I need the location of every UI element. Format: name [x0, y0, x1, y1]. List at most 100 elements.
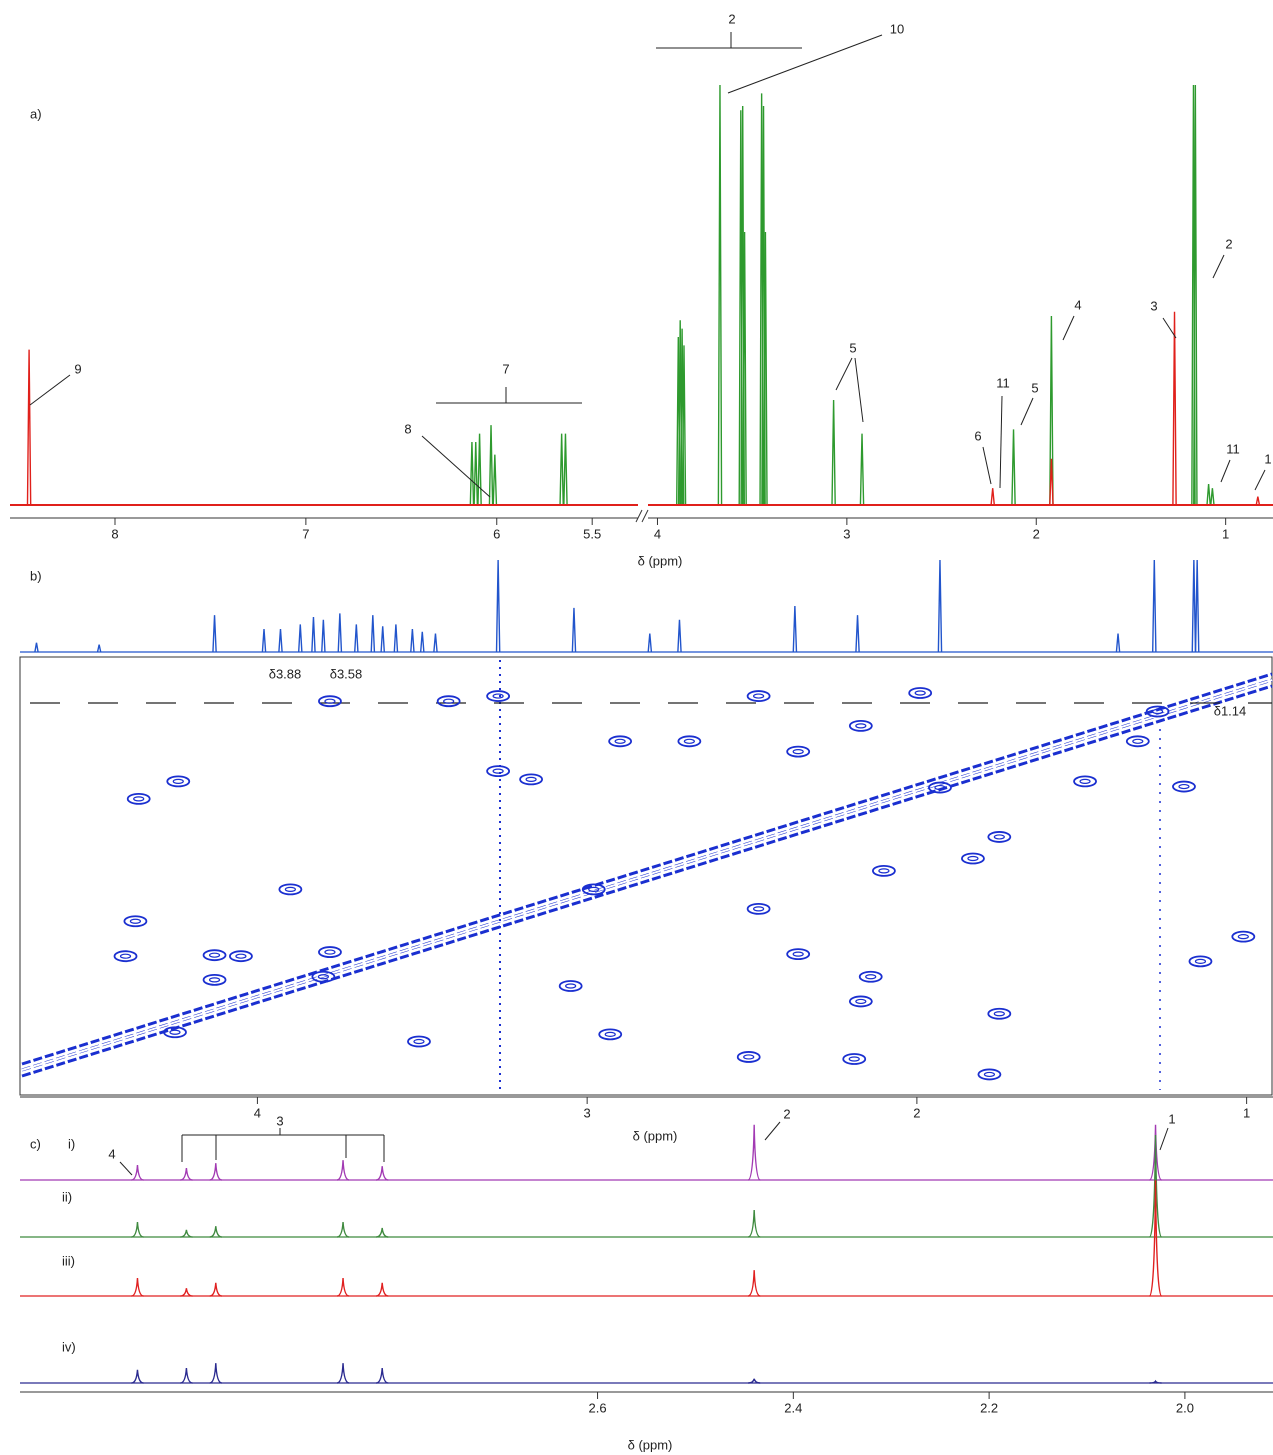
annotation: 2 [783, 1106, 790, 1121]
cross-peak-inner [914, 690, 926, 696]
cross-peak-inner [993, 1011, 1005, 1017]
leader-line [1062, 315, 1075, 341]
peak [1149, 1379, 1162, 1384]
cross-peak [786, 745, 811, 758]
x-tick-label: 2.4 [784, 1400, 802, 1415]
cross-peak-inner [855, 998, 867, 1005]
cross-peak [311, 970, 336, 983]
annotation: δ3.88 [269, 666, 302, 681]
series-name: iv) [62, 1339, 76, 1354]
annotation: 11 [1226, 441, 1240, 456]
peak [742, 231, 747, 506]
annotation: 5 [1031, 380, 1038, 395]
leader-line [1020, 397, 1034, 426]
annotation: 10 [890, 21, 904, 36]
x-tick-label: 6 [493, 526, 500, 541]
x-tick-label: 8 [111, 526, 118, 541]
peak [180, 1167, 193, 1181]
series-name: ii) [62, 1189, 72, 1204]
cross-peak [961, 852, 985, 865]
annotation: 8 [404, 421, 411, 436]
cross-peak-inner [565, 983, 577, 989]
x-tick-label: 3 [584, 1105, 591, 1120]
annotation: 9 [74, 361, 81, 376]
peak [763, 231, 768, 506]
cross-peak-inner [324, 698, 336, 704]
cross-peak-inner [413, 1038, 425, 1045]
peak [336, 1221, 350, 1238]
peak [748, 1378, 761, 1384]
annotation: 1 [1168, 1111, 1175, 1126]
cross-peak [166, 775, 191, 788]
x-tick-label: 2 [913, 1105, 920, 1120]
leader-line [835, 357, 853, 391]
x-tick-label: 2.0 [1176, 1400, 1194, 1415]
peak [376, 1282, 389, 1297]
leader-line [764, 1121, 781, 1141]
peak [311, 617, 316, 653]
peak [336, 1363, 350, 1384]
cross-peak-inner [753, 693, 765, 699]
annotation: 5 [849, 340, 856, 355]
annotation: 3 [276, 1113, 283, 1128]
cosy-frame [19, 656, 1273, 1096]
cross-peak [872, 864, 896, 877]
peak [677, 619, 682, 653]
cross-peak [1073, 775, 1097, 788]
peak [1148, 1180, 1163, 1297]
peak [433, 633, 438, 653]
peak [1210, 488, 1215, 506]
cross-peak [278, 883, 303, 896]
cross-peak [113, 950, 138, 963]
peak [1049, 458, 1054, 506]
cross-peak [123, 915, 148, 928]
x-axis-label: δ (ppm) [628, 1437, 673, 1452]
peak [747, 1270, 761, 1297]
series-name: i) [68, 1136, 75, 1151]
peak [1151, 559, 1157, 653]
cross-peak [1188, 955, 1213, 968]
peak [1255, 496, 1261, 506]
peak [393, 624, 399, 653]
peak [336, 1160, 350, 1181]
cross-peak [163, 1026, 187, 1039]
peak [563, 433, 568, 506]
cross-peak-inner [792, 951, 804, 957]
peak [376, 1166, 389, 1181]
peak [212, 615, 217, 653]
annotation: 1 [1264, 451, 1271, 466]
cross-peak-inner [743, 1054, 755, 1060]
cross-peak-inner [1132, 738, 1144, 744]
cross-peak-inner [1194, 958, 1207, 964]
peak [180, 1288, 193, 1297]
cross-peak [977, 1068, 1002, 1081]
cross-peak [519, 773, 543, 786]
peak [855, 615, 860, 653]
peak [831, 399, 836, 506]
leader-line [982, 446, 992, 485]
cross-peak [736, 1051, 761, 1063]
peak [261, 628, 267, 653]
cross-peak-inner [169, 1029, 181, 1035]
x-tick-label: 5.5 [583, 526, 601, 541]
peak [1148, 1134, 1163, 1238]
cross-peak-inner [604, 1031, 616, 1037]
peak [488, 425, 494, 506]
annotation: 3 [1150, 298, 1157, 313]
peak [477, 433, 482, 506]
panel-label: a) [30, 106, 42, 121]
peak [278, 628, 283, 653]
peak [1011, 429, 1016, 506]
panel-label: b) [30, 568, 42, 583]
annotation: 4 [1074, 297, 1081, 312]
peak [571, 607, 577, 653]
cross-peak-inner [792, 748, 804, 755]
cross-peak [608, 735, 633, 748]
leader-line [1159, 1127, 1169, 1151]
peak [1172, 311, 1177, 506]
leader-line [999, 395, 1003, 489]
peak [354, 624, 359, 653]
peak [859, 433, 865, 506]
peak [376, 1367, 389, 1384]
